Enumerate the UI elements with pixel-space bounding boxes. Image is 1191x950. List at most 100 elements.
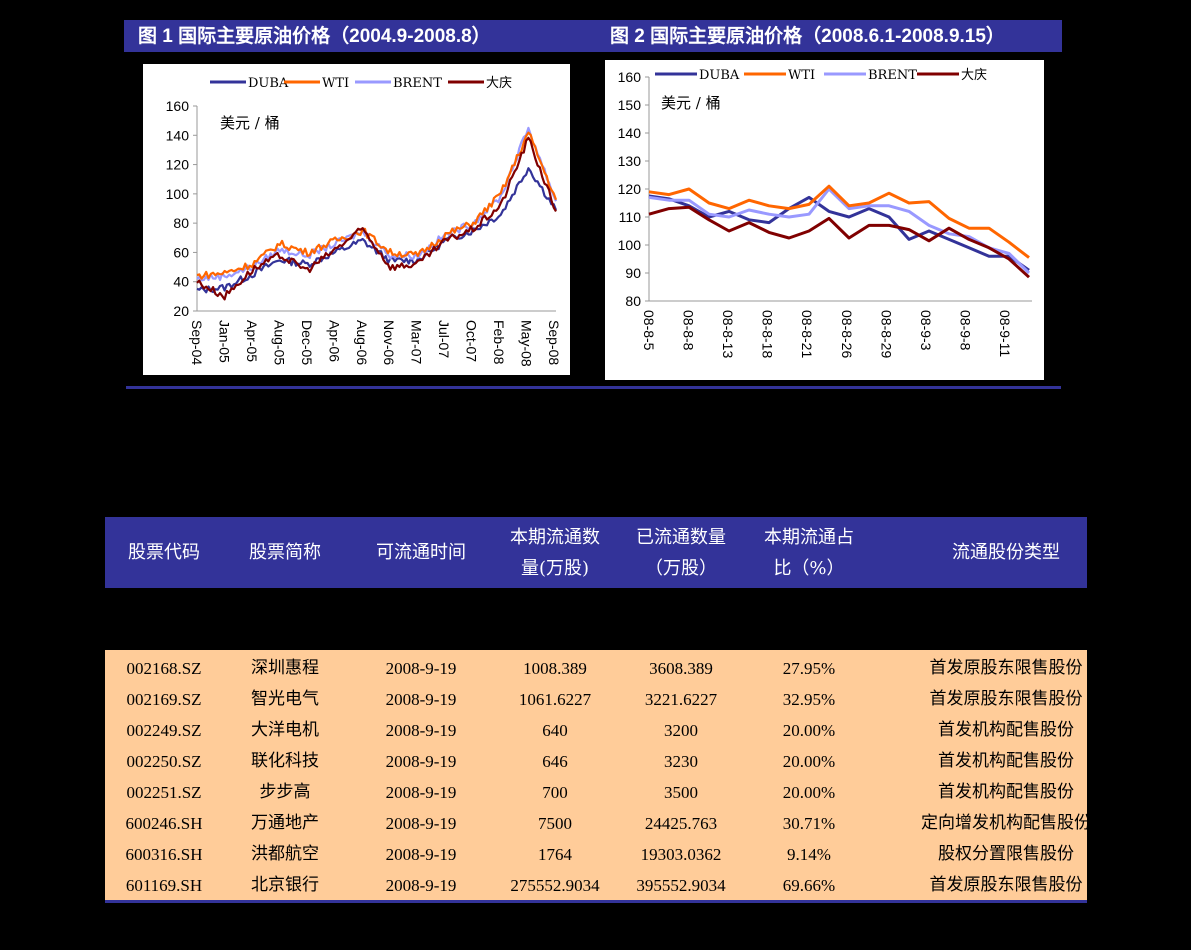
column-header-line: 流通股份类型 xyxy=(952,542,1060,563)
table-row: 002168.SZ 深圳惠程 2008-9-19 1008.389 3608.389 27… xyxy=(105,652,1087,683)
table-cell: 69.66% xyxy=(782,876,836,895)
table-row: 601169.SH 北京银行 2008-9-19 275552.9034 395552.… xyxy=(105,869,1087,900)
table-cell: 1061.6227 xyxy=(518,690,592,709)
table-row: 002249.SZ 大洋电机 2008-9-19 640 3200 20.00% 首发机构配… xyxy=(105,714,1087,745)
y-tick-label: 140 xyxy=(166,127,190,143)
x-tick-label: Sep-08 xyxy=(546,320,562,365)
x-tick-label: Aug-05 xyxy=(271,320,287,365)
table-row: 600316.SH 洪都航空 2008-9-19 1764 19303.0362 9.14… xyxy=(105,838,1087,869)
column-header-line: 量(万股) xyxy=(520,557,590,579)
table-cell: 2008-9-19 xyxy=(385,721,457,740)
y-tick-label: 60 xyxy=(173,244,189,260)
y-tick-label: 130 xyxy=(618,153,642,169)
table-cell: 002169.SZ xyxy=(126,690,202,709)
table-cell: 3230 xyxy=(664,752,698,771)
y-tick-label: 120 xyxy=(618,181,642,197)
table-cell: 20.00% xyxy=(782,783,836,802)
table-cell: 700 xyxy=(542,783,568,802)
column-header-line: （万股） xyxy=(645,557,717,579)
series-line-daqing xyxy=(648,205,1031,279)
section-divider xyxy=(126,386,1061,389)
series-line-wti xyxy=(196,131,558,280)
table-cell: 27.95% xyxy=(782,659,836,678)
y-tick-label: 110 xyxy=(619,209,642,225)
column-header: 本期流通数量(万股) xyxy=(490,517,620,588)
table-cell: 9.14% xyxy=(787,845,831,864)
table-cell: 大洋电机 xyxy=(251,720,319,740)
table-cell: 1008.389 xyxy=(523,659,587,678)
table-cell: 24425.763 xyxy=(644,814,718,833)
series-line-brent xyxy=(196,126,558,282)
oil-price-chart-2008-jun-sep: 80 90 100 110 120 130 140 150 160 08-8-5 08-8-8 08-… xyxy=(605,60,1044,380)
table-cell: 联化科技 xyxy=(251,751,319,771)
x-tick-label: 08-8-21 xyxy=(799,310,815,358)
x-tick-label: 08-9-3 xyxy=(918,310,934,351)
x-tick-label: Jul-07 xyxy=(436,320,452,358)
table-cell: 2008-9-19 xyxy=(385,690,457,709)
column-header: 股票代码 xyxy=(99,517,229,588)
table-cell: 002168.SZ xyxy=(126,659,202,678)
x-tick-label: 08-9-11 xyxy=(997,310,1013,357)
x-tick-label: Feb-08 xyxy=(491,320,507,365)
y-tick-label: 80 xyxy=(173,215,189,231)
table-cell: 395552.9034 xyxy=(636,876,726,895)
table-row: 002251.SZ 步步高 2008-9-19 700 3500 20.00% 首发机构配售… xyxy=(105,776,1087,807)
table-cell: 19303.0362 xyxy=(640,845,722,864)
table-cell: 002249.SZ xyxy=(126,721,202,740)
chart-legend: DUBA WTI BRENT 大庆 xyxy=(210,76,512,91)
oil-price-chart-2004-2008: 20 40 60 80 100 120 140 160 Sep-04 Jan-05 Apr-05 Au… xyxy=(143,64,570,375)
y-tick-label: 160 xyxy=(166,98,190,114)
x-tick-label: Mar-07 xyxy=(409,320,425,365)
table-cell: 20.00% xyxy=(782,752,836,771)
x-tick-label: Dec-05 xyxy=(299,320,315,365)
y-tick-label: 150 xyxy=(618,97,642,113)
table-cell: 30.71% xyxy=(782,814,836,833)
x-tick-label: Nov-06 xyxy=(381,320,397,365)
column-header: 已流通数量 （万股） xyxy=(616,517,746,588)
x-tick-label: 08-8-26 xyxy=(839,310,855,358)
x-tick-label: 08-8-5 xyxy=(641,310,657,351)
legend-label: BRENT xyxy=(868,68,917,83)
table-cell: 600316.SH xyxy=(125,845,203,864)
x-tick-label: Apr-06 xyxy=(326,320,342,362)
table-row: 002250.SZ 联化科技 2008-9-19 646 3230 20.00% 首发机构配… xyxy=(105,745,1087,776)
x-tick-label: Aug-06 xyxy=(354,320,370,365)
table-cell: 北京银行 xyxy=(251,875,319,895)
figure-1-title: 图 1 国际主要原油价格（2004.9-2008.8） xyxy=(124,20,600,52)
x-tick-label: 08-8-13 xyxy=(720,310,736,358)
chart-legend: DUBA WTI BRENT 大庆 xyxy=(655,68,987,83)
table-body: 002168.SZ 深圳惠程 2008-9-19 1008.389 3608.389 27… xyxy=(105,650,1091,903)
column-header-line: 可流通时间 xyxy=(376,542,466,563)
column-header: 可流通时间 xyxy=(356,517,486,588)
column-header-line: 股票简称 xyxy=(249,542,321,563)
table-cell: 600246.SH xyxy=(125,814,203,833)
column-header: 本期流通占 比（%） xyxy=(744,517,874,588)
table-cell: 646 xyxy=(542,752,568,771)
column-header-line: 本期流通占 xyxy=(764,526,854,548)
unit-label: 美元 / 桶 xyxy=(220,114,280,132)
series-line-wti xyxy=(648,184,1030,259)
y-tick-label: 100 xyxy=(618,237,642,253)
y-tick-label: 80 xyxy=(625,293,641,309)
table-cell: 32.95% xyxy=(782,690,836,709)
x-tick-label: May-08 xyxy=(519,320,535,367)
x-tick-label: 08-8-18 xyxy=(760,310,776,358)
table-cell: 2008-9-19 xyxy=(385,845,457,864)
table-cell: 601169.SH xyxy=(125,876,203,895)
table-cell: 深圳惠程 xyxy=(251,658,319,678)
y-tick-label: 20 xyxy=(173,303,189,319)
table-cell: 7500 xyxy=(538,814,572,833)
table-cell: 2008-9-19 xyxy=(385,752,457,771)
column-header: 股票简称 xyxy=(220,517,350,588)
table-header: 股票代码 股票简称 可流通时间 本期流通数 量(万股) 已流通数量 （万股） 本期流通占 比（%… xyxy=(105,517,1087,588)
table-cell: 首发原股东限售股份 xyxy=(929,689,1083,709)
table-cell: 002251.SZ xyxy=(126,783,202,802)
table-cell: 3500 xyxy=(664,783,698,802)
column-header-line: 本期流通数 xyxy=(510,526,600,548)
table-cell: 首发原股东限售股份 xyxy=(929,875,1083,895)
x-tick-label: Oct-07 xyxy=(464,320,480,362)
column-header: 流通股份类型 xyxy=(906,517,1106,588)
y-tick-label: 140 xyxy=(618,125,642,141)
legend-label: 大庆 xyxy=(486,76,512,91)
table-cell: 步步高 xyxy=(259,782,311,802)
